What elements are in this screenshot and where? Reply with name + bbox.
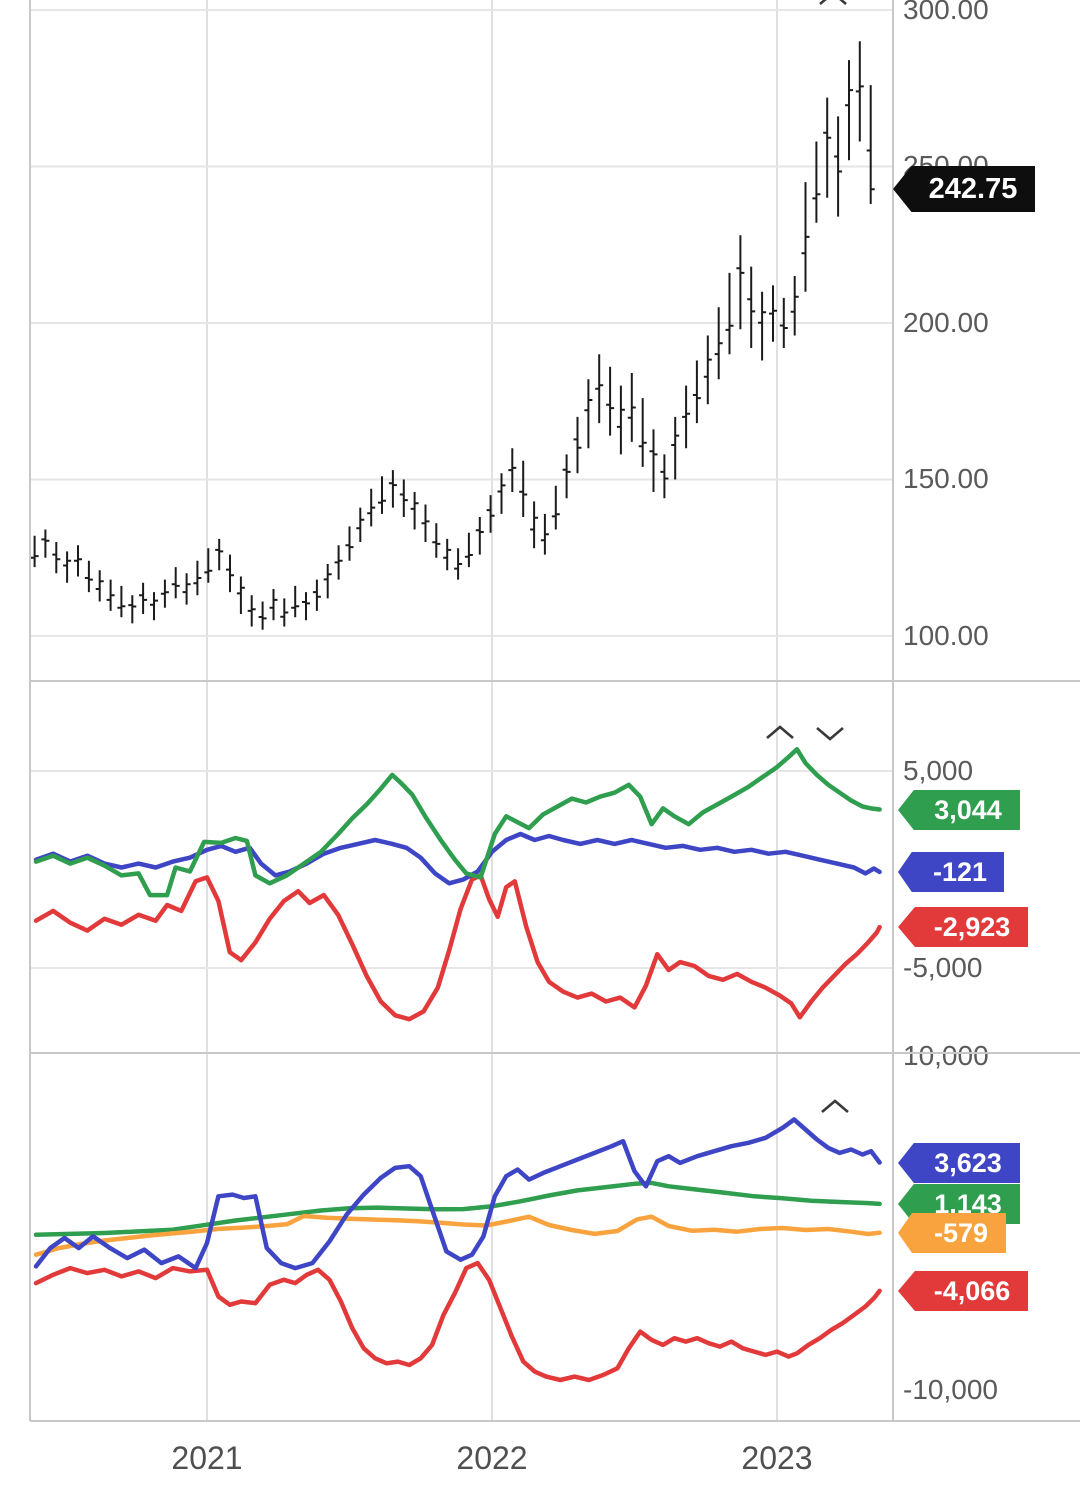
vertical-gridlines [206,0,778,1421]
indicator1-red-line [33,873,882,1022]
collapse-pane-icon[interactable] [816,0,850,10]
indicator1-green-value-tag: 3,044 [898,790,1020,830]
pane-separators [29,0,1080,1422]
indicator2-red-value-tag: -4,066 [898,1271,1028,1311]
y-axis-label: 200.00 [903,307,989,338]
collapse-pane-icon[interactable] [818,1096,852,1118]
indicator1-red-value-tag: -2,923 [898,907,1028,947]
y-axis-label: 300.00 [903,0,989,25]
ohlc-bars [30,41,875,630]
collapse-pane-icon[interactable] [763,722,797,744]
expand-pane-icon[interactable] [813,722,847,744]
y-axis-label: -5,000 [903,952,983,983]
y-axis-label: 5,000 [903,755,974,786]
indicator1-blue-line [33,831,882,886]
indicator2-green-line [33,1180,882,1237]
indicator2-red-line [33,1260,882,1383]
indicator2-blue-value-tag: 3,623 [898,1143,1020,1183]
indicator2-blue-line [33,1117,882,1271]
horizontal-gridlines [30,9,893,969]
x-axis-label: 2023 [741,1440,813,1476]
y-axis-label: 10,000 [903,1040,989,1071]
y-axis-label: 100.00 [903,620,989,651]
indicator1-blue-value-tag: -121 [898,852,1004,892]
indicator1-green-line [33,747,882,898]
last-price-tag: 242.75 [893,166,1035,212]
y-axis-label: 150.00 [903,463,989,494]
x-axis-label: 2021 [171,1440,243,1476]
y-axis-label: -10,000 [903,1374,998,1405]
indicator2-orange-line [33,1213,882,1257]
x-axis-label: 2022 [456,1440,528,1476]
indicator2-orange-value-tag: -579 [898,1213,1006,1253]
